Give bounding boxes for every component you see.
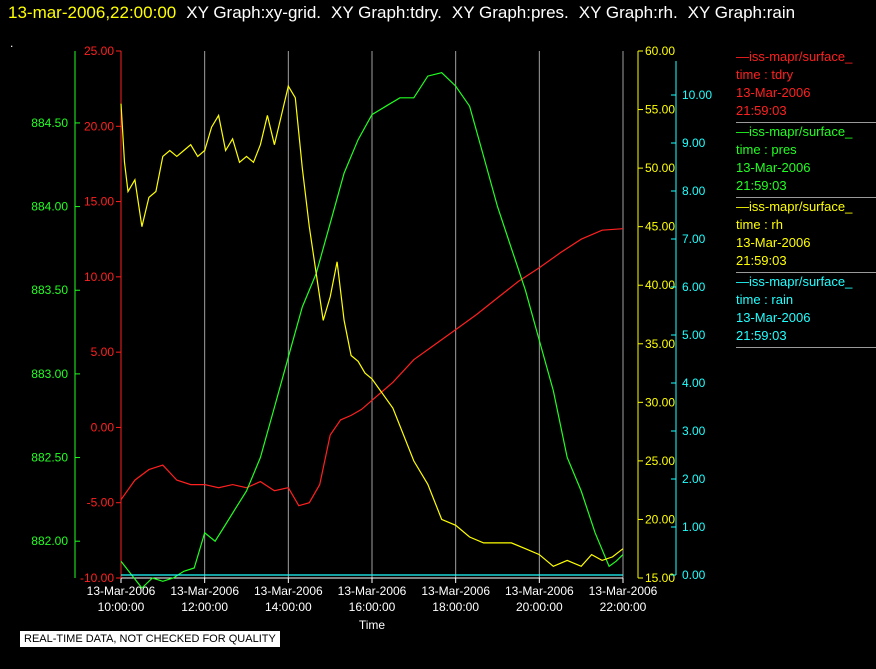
pres-series-line [120,72,624,589]
legend-date: 13-Mar-2006 [736,85,811,100]
tdry-tick-label: 5.00 [91,345,115,359]
legend-entry-pres: —iss-mapr/surface_ time : pres 13-Mar-20… [736,123,876,198]
legend-time: 21:59:03 [736,103,787,118]
rh-tick-label: 60.00 [645,44,675,58]
legend-time: 21:59:03 [736,178,787,193]
rh-tick-label: 55.00 [645,103,675,117]
status-dot: . [10,36,14,50]
graph-title-rh: XY Graph:rh. [578,3,678,22]
legend-variable: time : tdry [736,67,794,82]
rh-tick-label: 40.00 [645,278,675,292]
tdry-tick-label: 10.00 [84,270,114,284]
rain-tick-label: 0.00 [682,568,706,582]
legend: —iss-mapr/surface_ time : tdry 13-Mar-20… [736,48,876,348]
legend-line: —iss-mapr/surface_ [736,49,853,64]
x-tick-date: 13-Mar-2006 [421,584,490,598]
rh-tick-label: 35.00 [645,337,675,351]
title-bar: 13-mar-2006,22:00:00 XY Graph:xy-grid. XY … [8,3,795,23]
x-tick-date: 13-Mar-2006 [170,584,239,598]
legend-time: 21:59:03 [736,253,787,268]
rh-tick-label: 50.00 [645,161,675,175]
legend-variable: time : pres [736,142,797,157]
rh-tick-label: 45.00 [645,220,675,234]
rh-tick-label: 25.00 [645,454,675,468]
rain-tick-label: 7.00 [682,232,706,246]
x-tick-date: 13-Mar-2006 [505,584,574,598]
x-tick-date: 13-Mar-2006 [87,584,156,598]
tdry-tick-label: 20.00 [84,119,114,133]
legend-line: —iss-mapr/surface_ [736,124,853,139]
legend-line: —iss-mapr/surface_ [736,199,853,214]
legend-time: 21:59:03 [736,328,787,343]
rh-tick-label: 15.00 [645,571,675,585]
legend-date: 13-Mar-2006 [736,160,811,175]
x-tick-date: 13-Mar-2006 [254,584,323,598]
timestamp: 13-mar-2006,22:00:00 [8,3,177,22]
graph-title-xy-grid: XY Graph:xy-grid. [186,3,322,22]
x-tick-time: 20:00:00 [516,600,563,614]
tdry-tick-label: -10.00 [80,571,114,585]
rain-tick-label: 2.00 [682,472,706,486]
rain-tick-label: 4.00 [682,376,706,390]
pres-tick-label: 884.50 [31,116,68,130]
x-tick-date: 13-Mar-2006 [338,584,407,598]
rain-tick-label: 3.00 [682,424,706,438]
x-tick-time: 16:00:00 [349,600,396,614]
pres-tick-label: 884.00 [31,200,68,214]
legend-entry-tdry: —iss-mapr/surface_ time : tdry 13-Mar-20… [736,48,876,123]
pres-tick-label: 882.00 [31,534,68,548]
pres-tick-label: 883.00 [31,367,68,381]
legend-line: —iss-mapr/surface_ [736,274,853,289]
x-tick-date: 13-Mar-2006 [589,584,658,598]
rh-tick-label: 30.00 [645,395,675,409]
tdry-tick-label: -5.00 [87,496,115,510]
graph-title-pres: XY Graph:pres. [451,3,569,22]
legend-variable: time : rain [736,292,794,307]
x-tick-time: 18:00:00 [432,600,479,614]
x-tick-time: 14:00:00 [265,600,312,614]
rain-tick-label: 6.00 [682,280,706,294]
rain-tick-label: 1.00 [682,520,706,534]
legend-entry-rh: —iss-mapr/surface_ time : rh 13-Mar-2006… [736,198,876,273]
tdry-series-line [120,228,624,507]
x-tick-time: 12:00:00 [181,600,228,614]
rain-tick-label: 10.00 [682,88,712,102]
legend-date: 13-Mar-2006 [736,235,811,250]
tdry-tick-label: 25.00 [84,44,114,58]
rh-series-line [120,84,624,568]
pres-tick-label: 882.50 [31,451,68,465]
legend-date: 13-Mar-2006 [736,310,811,325]
tdry-tick-label: 15.00 [84,195,114,209]
x-tick-time: 22:00:00 [600,600,647,614]
tdry-tick-label: 0.00 [91,420,115,434]
graph-title-rain: XY Graph:rain [687,3,796,22]
rain-tick-label: 9.00 [682,136,706,150]
legend-variable: time : rh [736,217,783,232]
x-axis-label: Time [359,618,386,632]
legend-entry-rain: —iss-mapr/surface_ time : rain 13-Mar-20… [736,273,876,348]
graph-title-tdry: XY Graph:tdry. [331,3,442,22]
x-tick-time: 10:00:00 [98,600,145,614]
rh-tick-label: 20.00 [645,512,675,526]
rain-tick-label: 5.00 [682,328,706,342]
rain-tick-label: 8.00 [682,184,706,198]
pres-tick-label: 883.50 [31,283,68,297]
quality-disclaimer: REAL-TIME DATA, NOT CHECKED FOR QUALITY [20,631,280,647]
